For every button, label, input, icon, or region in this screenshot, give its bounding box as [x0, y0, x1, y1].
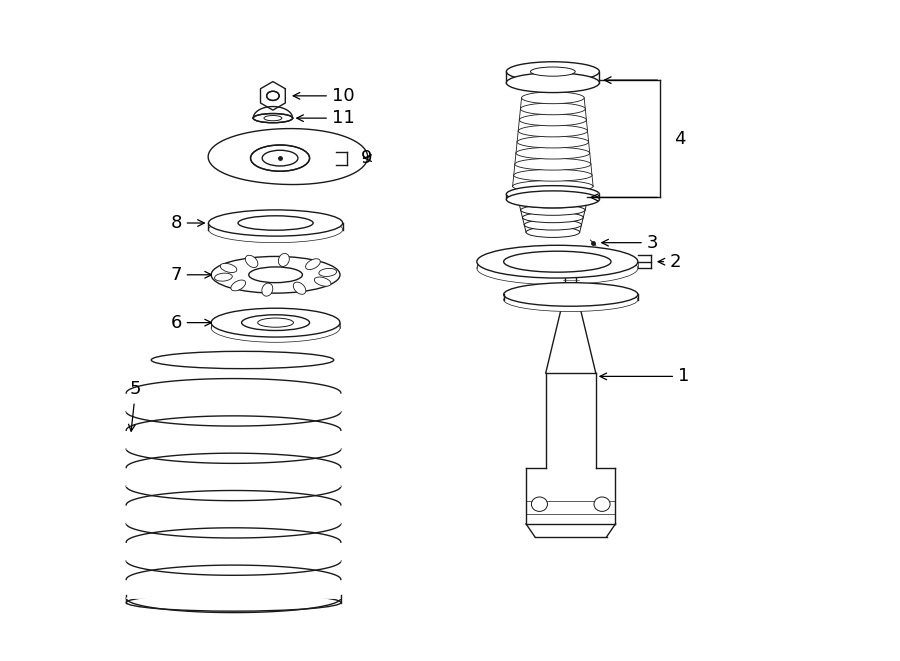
Ellipse shape [519, 198, 587, 208]
Ellipse shape [293, 282, 306, 294]
Ellipse shape [248, 267, 302, 283]
Ellipse shape [524, 219, 581, 230]
Ellipse shape [594, 497, 610, 512]
Ellipse shape [241, 315, 310, 330]
Ellipse shape [504, 251, 611, 272]
Ellipse shape [314, 277, 331, 286]
Ellipse shape [262, 283, 273, 296]
Ellipse shape [212, 313, 340, 342]
Ellipse shape [507, 61, 599, 81]
Ellipse shape [522, 92, 584, 104]
Ellipse shape [212, 308, 340, 337]
Ellipse shape [212, 256, 340, 293]
Polygon shape [126, 527, 341, 561]
Ellipse shape [504, 283, 638, 306]
Ellipse shape [514, 169, 592, 181]
Text: 6: 6 [170, 313, 211, 332]
Ellipse shape [519, 114, 587, 126]
Text: 9: 9 [361, 149, 372, 167]
Text: 7: 7 [170, 266, 211, 284]
Ellipse shape [518, 125, 588, 137]
Circle shape [266, 91, 279, 100]
Ellipse shape [504, 288, 638, 311]
Ellipse shape [513, 180, 593, 192]
Ellipse shape [238, 215, 313, 230]
Ellipse shape [507, 73, 599, 93]
Ellipse shape [214, 273, 232, 281]
Ellipse shape [151, 352, 334, 369]
Text: 10: 10 [293, 87, 355, 105]
Ellipse shape [477, 245, 638, 278]
Ellipse shape [530, 67, 575, 76]
Text: 5: 5 [129, 381, 141, 431]
Ellipse shape [520, 103, 585, 115]
Ellipse shape [518, 136, 589, 148]
Ellipse shape [253, 114, 292, 123]
Text: 3: 3 [602, 234, 658, 252]
Ellipse shape [319, 268, 337, 276]
Polygon shape [126, 453, 341, 486]
Ellipse shape [209, 210, 343, 236]
Ellipse shape [515, 158, 591, 170]
Ellipse shape [507, 191, 599, 208]
Polygon shape [253, 106, 292, 118]
Polygon shape [126, 379, 341, 412]
Text: 2: 2 [658, 253, 680, 270]
Text: 4: 4 [673, 130, 685, 148]
Ellipse shape [246, 255, 258, 268]
Ellipse shape [278, 253, 289, 266]
Text: 1: 1 [600, 368, 689, 385]
Ellipse shape [516, 147, 590, 159]
Ellipse shape [126, 594, 341, 611]
Polygon shape [126, 565, 341, 598]
Ellipse shape [305, 258, 320, 270]
Ellipse shape [531, 497, 547, 512]
Ellipse shape [257, 318, 293, 327]
Ellipse shape [477, 252, 638, 285]
Polygon shape [126, 490, 341, 524]
Text: 11: 11 [297, 109, 355, 127]
Polygon shape [260, 81, 285, 110]
Ellipse shape [220, 263, 237, 272]
Polygon shape [126, 416, 341, 449]
Polygon shape [208, 129, 368, 184]
Text: 8: 8 [170, 214, 204, 232]
Ellipse shape [522, 212, 583, 223]
Ellipse shape [250, 145, 310, 171]
Ellipse shape [231, 280, 246, 291]
Ellipse shape [209, 216, 343, 243]
Ellipse shape [521, 205, 585, 215]
Ellipse shape [507, 186, 599, 203]
Ellipse shape [526, 227, 580, 237]
